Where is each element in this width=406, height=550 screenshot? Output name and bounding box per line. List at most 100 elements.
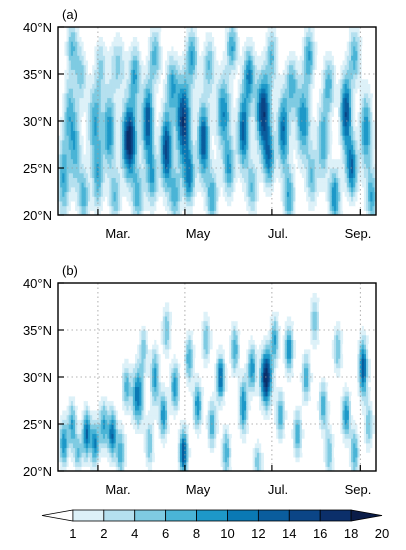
heatmap-cell (271, 158, 275, 164)
heatmap-cell (115, 36, 119, 42)
heatmap-cell (278, 130, 282, 136)
heatmap-cell (135, 102, 138, 108)
heatmap-cell (177, 69, 181, 75)
heatmap-cell (299, 50, 303, 56)
heatmap-cell (173, 139, 177, 146)
heatmap-cell (160, 74, 164, 80)
heatmap-cell (331, 83, 335, 89)
heatmap-cell (184, 182, 187, 188)
heatmap-cell (177, 163, 181, 169)
heatmap-cell (90, 196, 93, 202)
heatmap-cell (109, 83, 113, 89)
heatmap-cell (122, 45, 125, 52)
heatmap-cell (327, 149, 331, 155)
heatmap-cell (186, 111, 190, 117)
heatmap-cell (205, 191, 209, 197)
heatmap-cell (293, 64, 297, 70)
heatmap-cell (188, 149, 192, 155)
heatmap-cell (137, 135, 140, 141)
heatmap-cell (197, 182, 200, 188)
heatmap-cell (220, 163, 224, 169)
heatmap-cell (233, 83, 237, 89)
heatmap-cell (72, 191, 76, 197)
heatmap-cell (70, 163, 74, 169)
heatmap-cell (77, 163, 80, 169)
heatmap-cell (306, 158, 309, 164)
heatmap-cell (197, 168, 200, 174)
heatmap-cell (192, 182, 196, 188)
heatmap-cell (162, 97, 166, 103)
heatmap-cell (102, 125, 106, 131)
heatmap-cell (147, 45, 151, 52)
heatmap-cell (224, 121, 228, 127)
heatmap-cell (235, 50, 239, 56)
heatmap-cell (203, 64, 207, 70)
heatmap-cell (207, 83, 211, 89)
heatmap-cell (158, 74, 162, 80)
heatmap-cell (248, 177, 252, 183)
heatmap-cell (205, 139, 209, 146)
heatmap-cell (145, 50, 149, 56)
heatmap-cell (194, 92, 198, 99)
heatmap-cell (90, 182, 93, 188)
heatmap-cell (333, 205, 337, 211)
heatmap-cell (299, 121, 303, 127)
heatmap-cell (316, 158, 320, 164)
heatmap-cell (321, 116, 324, 122)
heatmap-cell (312, 200, 316, 207)
heatmap-cell (316, 83, 320, 89)
heatmap-cell (327, 74, 331, 80)
heatmap-cell (256, 106, 260, 113)
heatmap-cell (75, 139, 78, 146)
heatmap-cell (197, 149, 200, 155)
heatmap-cell (254, 83, 258, 89)
heatmap-cell (199, 130, 202, 136)
heatmap-cell (207, 78, 211, 84)
heatmap-cell (182, 168, 185, 174)
heatmap-cell (289, 191, 292, 197)
heatmap-cell (237, 135, 241, 141)
heatmap-cell (68, 158, 72, 164)
heatmap-cell (160, 172, 164, 178)
heatmap-cell (79, 182, 83, 188)
heatmap-cell (252, 130, 256, 136)
heatmap-cell (124, 59, 128, 66)
heatmap-cell (72, 36, 76, 42)
heatmap-cell (102, 163, 106, 169)
heatmap-cell (96, 163, 100, 169)
heatmap-cell (70, 210, 74, 215)
heatmap-cell (224, 88, 228, 94)
heatmap-cell (256, 130, 260, 136)
heatmap-cell (314, 182, 318, 188)
heatmap-cell (190, 64, 194, 70)
heatmap-cell (167, 144, 170, 150)
heatmap-cell (261, 55, 264, 61)
heatmap-cell (250, 55, 254, 61)
heatmap-cell (256, 97, 260, 103)
heatmap-cell (137, 36, 140, 42)
heatmap-cell (239, 64, 243, 70)
heatmap-cell (226, 78, 230, 84)
heatmap-cell (267, 163, 271, 169)
heatmap-cell (216, 177, 220, 183)
heatmap-cell (323, 135, 326, 141)
heatmap-cell (143, 50, 147, 56)
heatmap-cell (83, 139, 87, 146)
heatmap-cell (244, 191, 247, 197)
heatmap-cell (92, 163, 95, 169)
heatmap-cell (312, 78, 316, 84)
heatmap-cell (132, 130, 136, 136)
heatmap-cell (117, 168, 121, 174)
heatmap-cell (218, 205, 222, 211)
heatmap-cell (137, 55, 140, 61)
heatmap-cell (323, 97, 326, 103)
heatmap-cell (306, 196, 309, 202)
heatmap-cell (107, 196, 110, 202)
heatmap-cell (87, 59, 91, 66)
heatmap-cell (160, 139, 164, 146)
heatmap-cell (62, 149, 66, 155)
heatmap-cell (94, 205, 98, 211)
heatmap-cell (141, 196, 145, 202)
heatmap-cell (162, 158, 166, 164)
heatmap-cell (229, 78, 232, 84)
